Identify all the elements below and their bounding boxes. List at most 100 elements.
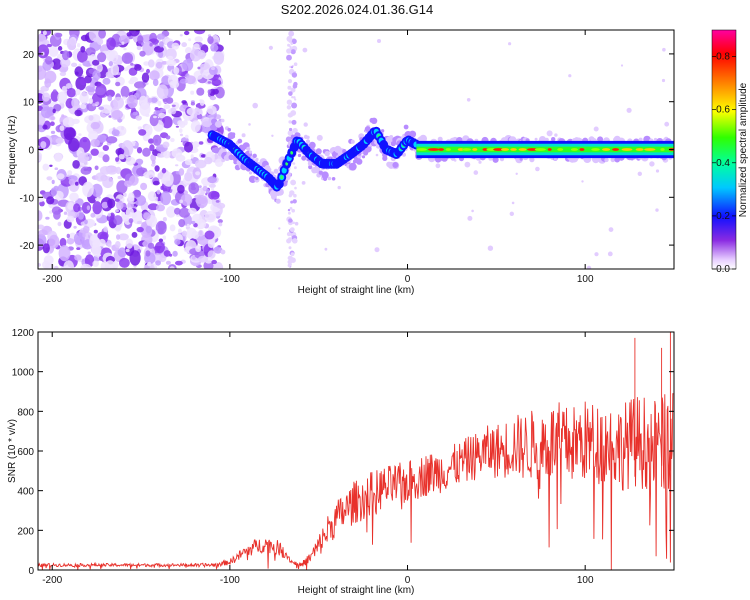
scatter-point [626,107,632,113]
ridge-halo [438,158,442,162]
streak-point [291,96,294,99]
noise-blob [124,180,133,187]
noise-blob [177,184,185,194]
noise-blob [38,229,48,236]
noise-blob [50,121,55,126]
scatter-point [271,134,274,137]
ridge-peak [445,148,451,151]
streak-point [290,200,294,204]
noise-blob [182,59,194,72]
streak-point [292,238,298,244]
noise-blob [119,257,130,268]
figure-title: S202.2026.024.01.36.G14 [281,2,434,17]
noise-blob [149,144,155,152]
noise-blob [135,142,139,146]
noise-blob [169,266,175,269]
noise-blob [49,164,53,167]
noise-blob [67,170,73,176]
noise-blob [41,92,51,102]
ridge-halo [350,139,355,144]
noise-blob [213,51,225,65]
snr-xtick-label: -100 [220,575,240,586]
noise-blob [123,67,129,72]
noise-blob [92,201,102,215]
noise-blob [197,66,201,70]
streak-point [287,259,293,265]
noise-blob [170,107,177,115]
scatter-point [661,78,666,83]
snr-xtick-label: 0 [405,575,411,586]
ridge-halo [301,155,307,161]
streak-point [291,119,297,125]
noise-blob [67,202,74,210]
scatter-point [509,211,514,216]
scatter-point [435,163,441,169]
noise-blob [66,87,76,98]
noise-blob [129,250,141,266]
noise-blob [103,226,108,233]
spectrogram-ytick-label: 20 [23,50,35,61]
noise-blob [38,152,42,162]
streak-point [290,49,296,55]
noise-blob [98,30,106,39]
noise-blob [166,206,176,218]
noise-blob [161,61,168,65]
noise-blob [128,192,135,202]
ridge-halo [307,161,313,166]
noise-blob [74,66,84,77]
ridge-halo [237,138,243,144]
noise-blob [46,176,53,181]
noise-blob [125,156,136,166]
noise-blob [138,129,147,136]
noise-blob [54,152,63,162]
colorbar-ticks: 0.0 0.2 0.4 0.6 0.8 [712,52,736,275]
noise-blob [117,247,127,258]
ridge-peak [510,148,517,151]
noise-blob [55,137,64,144]
scatter-point [568,74,572,78]
noise-blob [81,201,92,214]
noise-blob [165,135,171,140]
ridge-halo [255,176,259,180]
noise-blob [48,45,59,57]
streak-point [289,127,293,132]
noise-blob [181,230,188,237]
noise-blob [100,261,110,269]
noise-blob [145,250,151,257]
noise-blob [111,129,120,137]
snr-ytick-label: 400 [17,487,34,498]
streak-point [292,180,296,185]
scatter-point [241,133,246,138]
snr-xtick-label: -200 [42,575,62,586]
scatter-point [508,42,512,46]
noise-blob [188,182,200,195]
noise-blob [54,167,59,170]
noise-blob [77,43,81,48]
noise-blob [155,61,163,69]
noise-blob [153,46,164,53]
noise-blob [165,260,171,265]
noise-blob [51,58,62,70]
noise-blob [68,137,80,152]
noise-blob [91,243,102,257]
noise-blob [85,47,96,56]
scatter-point [586,265,592,269]
noise-blob [194,36,203,43]
noise-blob [139,50,146,57]
ridge-halo [380,129,385,133]
noise-blob [38,44,50,59]
noise-blob [105,89,115,98]
noise-blob [155,260,162,266]
noise-blob [196,195,208,208]
noise-blob [147,97,153,103]
noise-blob [205,188,210,194]
noise-blob [151,159,156,165]
noise-blob [178,121,186,128]
noise-blob [193,43,200,49]
ridge-halo [653,137,658,142]
streak-point [287,130,294,137]
noise-blob [55,32,63,38]
noise-blob [180,193,193,206]
